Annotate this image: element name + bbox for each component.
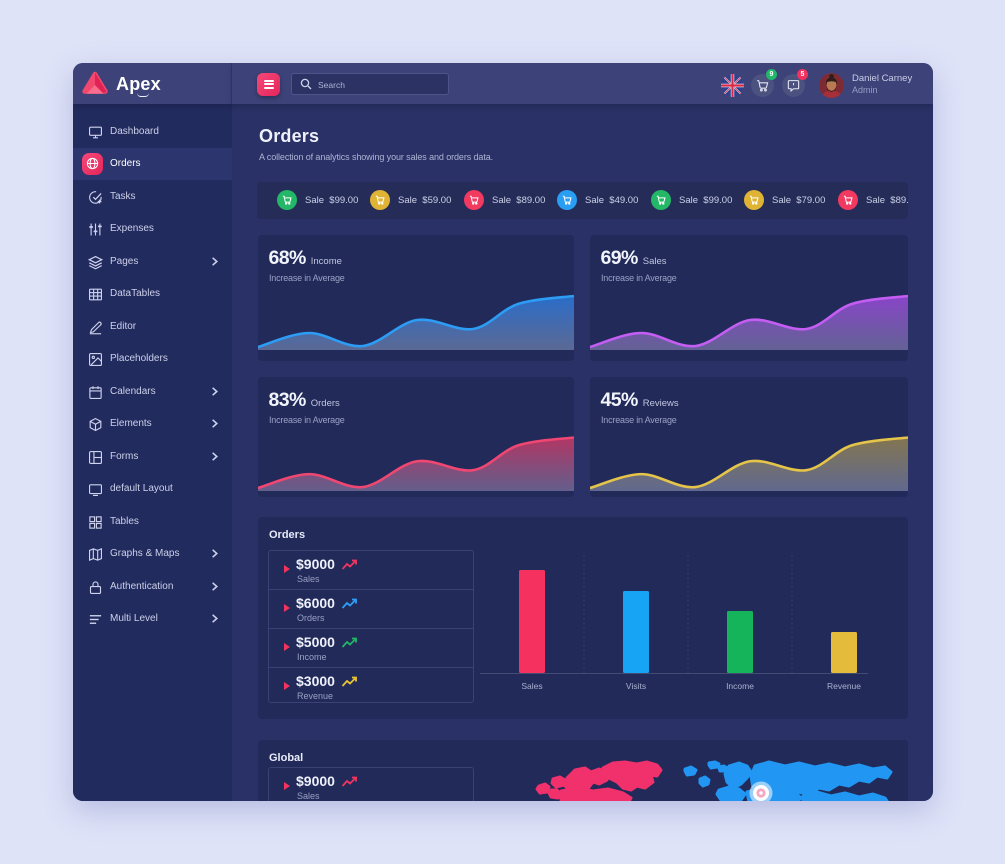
svg-text:Visits: Visits [626, 681, 646, 691]
svg-text:Sales: Sales [521, 681, 542, 691]
svg-text:Revenue: Revenue [827, 681, 861, 691]
svg-text:Income: Income [726, 681, 754, 691]
